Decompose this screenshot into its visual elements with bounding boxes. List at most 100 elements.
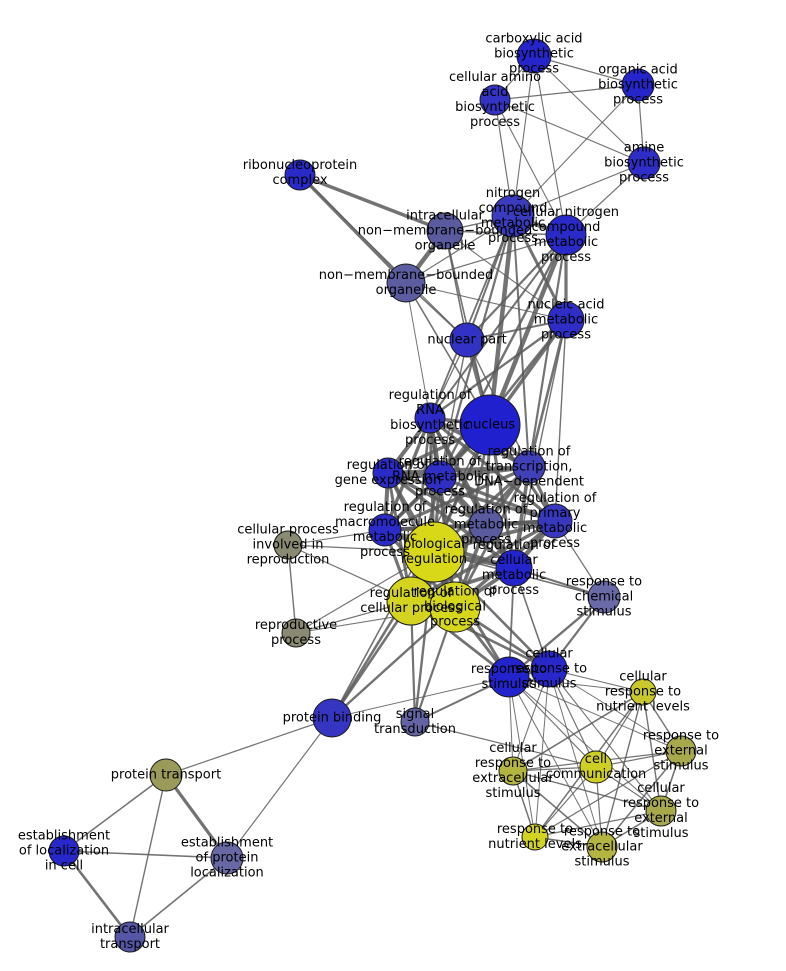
graph-edge (554, 319, 567, 522)
graph-node-nucleus[interactable] (459, 394, 521, 456)
graph-edge (387, 465, 530, 475)
graph-edge (508, 596, 605, 678)
graph-node-non_membrane_bounded_organelle[interactable] (386, 263, 426, 303)
graph-edge (439, 475, 556, 523)
graph-edge (548, 668, 682, 752)
graph-edge (331, 606, 456, 719)
graph-node-establishment_of_protein_localization[interactable] (210, 841, 244, 875)
graph-node-regulation_of_transcription_dna_dependent[interactable] (512, 450, 546, 484)
graph-edge (512, 770, 662, 812)
graph-edge (466, 234, 567, 341)
graph-node-signal_transduction[interactable] (400, 707, 430, 737)
graph-node-regulation_of_metabolic_process[interactable] (468, 507, 504, 543)
graph-edge (287, 544, 297, 634)
nodes-group (48, 38, 697, 953)
graph-edge (414, 721, 597, 768)
graph-node-response_to_external_stimulus[interactable] (665, 735, 697, 767)
graph-edge (534, 810, 662, 838)
graph-edge (129, 857, 228, 938)
graph-node-amine_biosynthetic_process[interactable] (627, 146, 661, 180)
graph-edge (405, 282, 431, 419)
graph-edge (512, 162, 645, 217)
graph-edge (494, 84, 639, 101)
graph-edge (533, 55, 567, 236)
graph-edge (62, 850, 132, 938)
graph-node-cellular_response_to_extracellular_stimulus[interactable] (498, 756, 528, 786)
graph-edge (512, 691, 644, 772)
graph-node-regulation_of_cellular_metabolic_process[interactable] (495, 549, 533, 587)
graph-edge (512, 770, 603, 848)
graph-edge (299, 174, 468, 341)
graph-edge (438, 234, 568, 478)
graph-node-response_to_stimulus[interactable] (488, 656, 530, 698)
graph-node-regulation_of_gene_expression[interactable] (372, 457, 404, 489)
graph-edge (429, 234, 567, 419)
graph-edge (226, 717, 333, 859)
graph-edge (508, 676, 536, 838)
graph-node-protein_binding[interactable] (312, 698, 352, 738)
graph-edge (642, 691, 662, 812)
graph-edge (533, 55, 645, 164)
graph-node-response_to_chemical_stimulus[interactable] (587, 580, 621, 614)
graph-edge (129, 774, 167, 938)
graph-edge (444, 230, 567, 321)
graph-node-nuclear_part[interactable] (449, 322, 485, 358)
graph-node-cellular_nitrogen_compound_metabolic_process[interactable] (545, 214, 587, 256)
graph-edge (601, 750, 682, 848)
graph-edge (512, 84, 639, 217)
graph-node-regulation_of_biological_process[interactable] (429, 581, 481, 633)
graph-edge (527, 319, 568, 468)
graph-edge (487, 234, 569, 426)
graph-node-nucleic_acid_metabolic_process[interactable] (547, 301, 585, 339)
graph-node-cellular_amino_acid_biosynthetic_process[interactable] (479, 84, 511, 116)
graph-node-response_to_extracellular_stimulus[interactable] (586, 831, 618, 863)
graph-node-organic_acid_biosynthetic_process[interactable] (621, 68, 655, 102)
graph-edge (527, 234, 568, 468)
graph-edge (384, 465, 530, 532)
graph-edge (534, 750, 682, 838)
graph-edge (548, 668, 603, 848)
graph-node-response_to_nutrient_levels[interactable] (521, 823, 549, 851)
graph-node-ribonucleoprotein_complex[interactable] (284, 159, 316, 191)
graph-node-biological_regulation[interactable] (403, 521, 465, 583)
graph-node-reproductive_process[interactable] (281, 618, 311, 648)
graph-node-regulation_of_rna_biosynthetic_process[interactable] (414, 402, 446, 434)
graph-edge (165, 717, 333, 776)
graph-edge (494, 99, 645, 164)
graph-node-regulation_of_primary_metabolic_process[interactable] (537, 503, 573, 539)
graph-edge (429, 215, 514, 419)
graph-edge (63, 850, 228, 859)
graph-node-cellular_process_involved_in_reproduction[interactable] (273, 530, 303, 560)
graph-node-protein_transport[interactable] (149, 758, 183, 792)
graph-node-carboxylic_acid_biosynthetic_process[interactable] (516, 38, 552, 74)
graph-node-establishment_of_localization_in_cell[interactable] (48, 835, 80, 867)
graph-node-nitrogen_compound_metabolic_process[interactable] (491, 194, 535, 238)
graph-edge (494, 99, 567, 236)
graph-node-cellular_response_to_nutrient_levels[interactable] (629, 678, 657, 706)
graph-node-regulation_of_rna_metabolic_process[interactable] (423, 460, 457, 494)
graph-edge (429, 319, 567, 419)
graph-node-cellular_response_to_external_stimulus[interactable] (645, 795, 677, 827)
graph-edge (548, 668, 662, 812)
graph-edge (513, 319, 567, 569)
graph-node-intracellular_non_membrane_bounded_organelle[interactable] (426, 212, 464, 250)
graph-edge (508, 676, 597, 768)
graph-node-regulation_of_cellular_process[interactable] (386, 576, 436, 626)
graph-node-regulation_of_macromolecule_metabolic_process[interactable] (368, 513, 402, 547)
graph-edge (331, 676, 510, 719)
graph-edge (405, 234, 567, 284)
graph-node-cellular_response_to_stimulus[interactable] (530, 650, 568, 688)
graph-node-cell_communication[interactable] (579, 750, 613, 784)
edges-group (62, 55, 682, 938)
graph-edge (299, 173, 446, 233)
graph-edge (164, 774, 229, 859)
graph-edge (508, 676, 603, 848)
graph-node-intracellular_transport[interactable] (114, 921, 146, 953)
graph-edge (533, 55, 639, 86)
graph-edge (512, 55, 535, 217)
graph-edge (387, 471, 487, 527)
graph-edge (405, 282, 567, 321)
graph-edge (387, 471, 556, 523)
